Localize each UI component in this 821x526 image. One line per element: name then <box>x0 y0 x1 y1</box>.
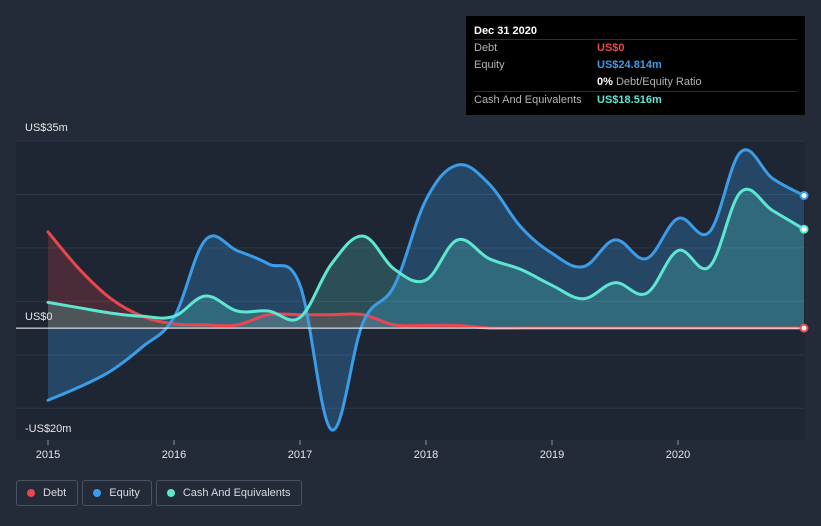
legend-dot-debt <box>27 489 35 497</box>
tooltip-ratio-value: 0% <box>597 76 613 88</box>
area-debt <box>48 231 804 329</box>
tooltip-row-cash: Cash And Equivalents US$18.516m <box>474 91 797 109</box>
tooltip-row-ratio: 0% Debt/Equity Ratio <box>474 74 797 91</box>
x-tick-label: 2018 <box>414 449 438 461</box>
y-tick-label: US$35m <box>25 122 68 134</box>
x-tick-label: 2015 <box>36 449 60 461</box>
legend-item-debt[interactable]: Debt <box>16 480 79 506</box>
x-tick-label: 2020 <box>666 449 690 461</box>
tooltip-value-equity: US$24.814m <box>597 59 662 71</box>
data-tooltip: Dec 31 2020 Debt US$0 Equity US$24.814m … <box>466 16 805 115</box>
tooltip-row-equity: Equity US$24.814m <box>474 57 797 74</box>
tooltip-label-equity: Equity <box>474 59 505 71</box>
line-cash <box>46 187 806 322</box>
tooltip-label-cash: Cash And Equivalents <box>474 94 582 106</box>
endpoint-equity <box>799 191 809 201</box>
line-equity <box>46 148 806 432</box>
legend-dot-cash <box>166 489 175 497</box>
tooltip-value-cash: US$18.516m <box>597 94 662 106</box>
plot-background <box>16 141 805 440</box>
tooltip-row-debt: Debt US$0 <box>474 39 797 57</box>
legend-label-cash: Cash And Equivalents <box>182 487 291 499</box>
y-tick-label: -US$20m <box>25 423 71 435</box>
legend-dot-equity <box>93 489 102 497</box>
tooltip-label-debt: Debt <box>474 42 498 54</box>
chart-legend: Debt Equity Cash And Equivalents <box>16 480 303 508</box>
y-axis: US$35m US$0 -US$20m <box>25 122 71 435</box>
x-tick-label: 2019 <box>540 449 564 461</box>
endpoint-debt <box>799 323 809 333</box>
series-lines <box>16 148 806 432</box>
tooltip-date: Dec 31 2020 <box>474 25 537 37</box>
x-tick-label: 2016 <box>162 449 186 461</box>
endpoint-cash <box>799 224 809 234</box>
area-cash <box>48 189 804 329</box>
legend-item-cash[interactable]: Cash And Equivalents <box>155 480 303 506</box>
legend-item-equity[interactable]: Equity <box>82 480 152 506</box>
area-equity <box>48 149 804 431</box>
tooltip-value-debt: US$0 <box>597 42 625 54</box>
x-tick-label: 2017 <box>288 449 312 461</box>
legend-label-debt: Debt <box>43 487 67 499</box>
grid-lines <box>16 140 805 409</box>
series-endpoints <box>799 191 809 333</box>
legend-label-equity: Equity <box>109 487 140 499</box>
y-tick-label: US$0 <box>25 311 53 323</box>
area-fills <box>48 149 804 431</box>
x-axis: 2015 2016 2017 2018 2019 2020 <box>36 440 690 461</box>
tooltip-ratio-label: Debt/Equity Ratio <box>615 76 702 88</box>
